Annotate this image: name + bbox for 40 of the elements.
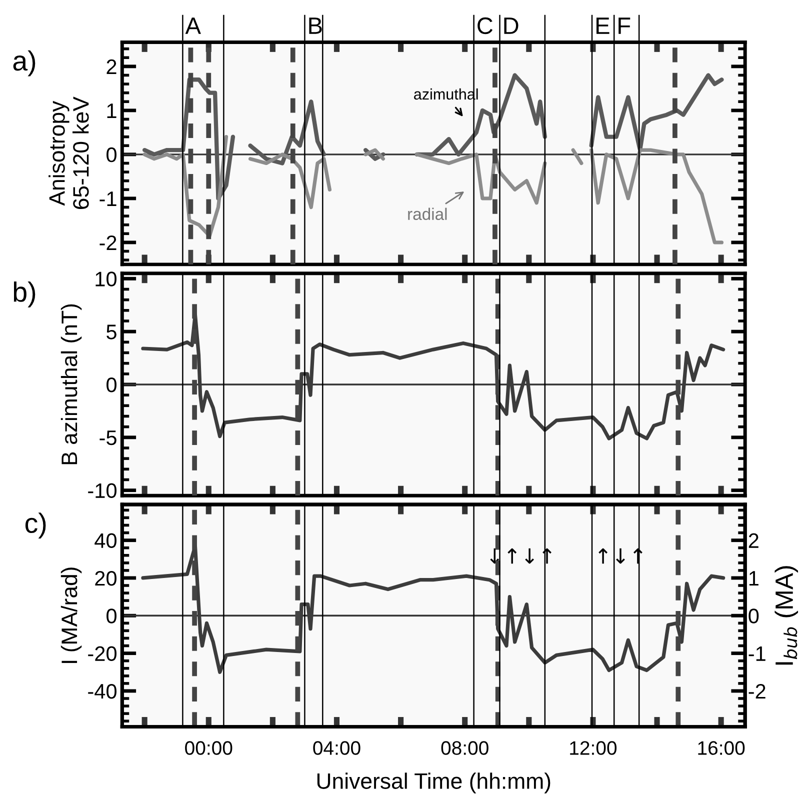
y-tick-label: 0 [106, 608, 116, 624]
y-axis-title: B azimuthal (nT) [60, 304, 82, 464]
y-tick-label: 1 [107, 104, 116, 118]
ref-line-label: C [478, 17, 493, 34]
y-axis-title: Anisotropy 65-120 keV [48, 96, 89, 210]
y-tick-label: -20 [88, 646, 116, 662]
y2-axis-title: I$_{bub}$ (MA) [774, 566, 798, 665]
y-tick-label: -2 [100, 235, 116, 250]
x-tick-label: 04:00 [313, 741, 360, 755]
y2-tick-label: -2 [748, 684, 766, 699]
ref-line-label: E [596, 18, 610, 34]
text: a) [13, 50, 36, 76]
y-tick-label: -10 [88, 483, 116, 498]
y-tick-label: 20 [95, 570, 116, 586]
ref-line-label: A [185, 18, 201, 34]
x-tick-label: 16:00 [698, 741, 745, 755]
text: c) [25, 512, 46, 539]
y-tick-label: 0 [106, 147, 116, 162]
x-tick-label: 00:00 [185, 741, 232, 755]
y2-tick-label: 0 [748, 608, 759, 624]
y2-tick-label: -1 [748, 646, 766, 661]
y-tick-label: 0 [106, 377, 116, 392]
x-tick-label: 08:00 [441, 741, 488, 755]
x-axis-title: Universal Time (hh:mm) [317, 772, 550, 794]
y-tick-label: 10 [96, 272, 116, 286]
ref-line-label: D [504, 18, 518, 34]
y-tick-label: -1 [100, 192, 116, 206]
x-tick-label: 12:00 [570, 741, 617, 755]
y2-tick-label: 1 [749, 571, 758, 586]
y2-tick-label: 2 [748, 533, 758, 548]
y-tick-label: 2 [106, 59, 116, 74]
y-tick-label: -40 [88, 684, 116, 699]
ref-line-label: B [309, 18, 322, 34]
y-tick-label: -5 [100, 430, 116, 446]
annotation: radial [408, 208, 447, 220]
y-tick-label: 40 [94, 533, 116, 548]
y-axis-title: I (MA/rad) [60, 568, 82, 663]
text: b) [14, 281, 36, 308]
ref-line-label: F [618, 18, 630, 34]
y-tick-label: 5 [106, 324, 116, 340]
